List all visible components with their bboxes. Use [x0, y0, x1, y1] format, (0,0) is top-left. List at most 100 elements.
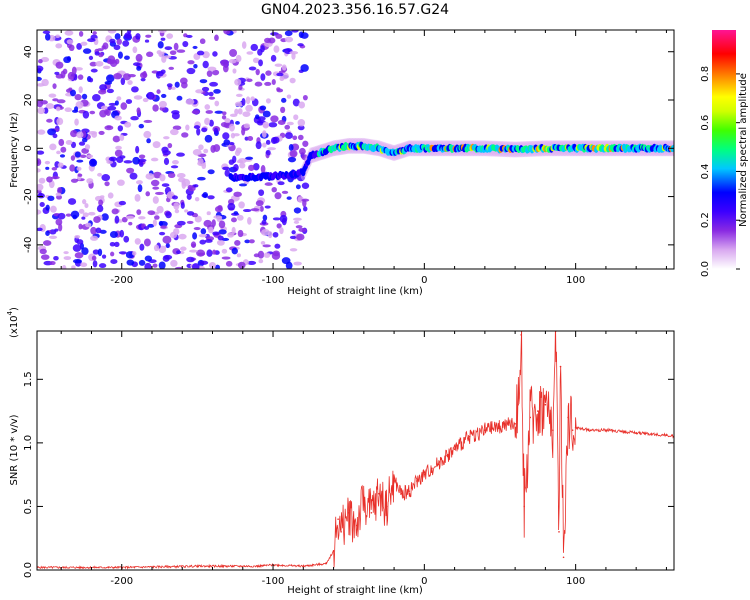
- spectrogram-cell: [120, 77, 126, 86]
- spectrogram-cell: [212, 51, 218, 57]
- spectrogram-cell: [70, 155, 76, 161]
- spectrogram-cell: [92, 94, 101, 102]
- spectrogram-cell: [237, 108, 243, 115]
- spectrogram-cell: [117, 179, 125, 186]
- spectrogram-cell: [208, 119, 214, 127]
- spectrogram-cell: [171, 86, 176, 90]
- spectrogram-cell: [71, 265, 76, 269]
- spectrogram-cell: [201, 127, 208, 133]
- spectrogram-cell: [180, 201, 185, 209]
- spectrogram-cell: [191, 263, 200, 269]
- spectrogram-cell: [206, 211, 211, 216]
- spectrogram-cell: [199, 239, 206, 245]
- spectrogram-cell: [37, 76, 42, 82]
- spectrogram-cell: [114, 115, 122, 121]
- spectrogram-cell: [207, 169, 215, 175]
- spectrogram-cell: [270, 115, 279, 123]
- spectrogram-cell: [166, 33, 174, 39]
- spectrogram-cell: [160, 37, 166, 41]
- spectrogram-cell: [245, 156, 254, 160]
- spectrogram-cell: [291, 30, 299, 33]
- spectrogram-cell: [38, 59, 43, 64]
- spectrogram-cell: [102, 42, 109, 50]
- spectrogram-cell: [245, 104, 253, 112]
- spectrogram-cell: [45, 230, 50, 236]
- spectrogram-cell: [117, 51, 123, 59]
- spectrogram-cell: [134, 238, 141, 245]
- spectrogram-cell: [297, 134, 304, 141]
- spectrogram-cell: [234, 108, 239, 115]
- spectrogram-cell: [122, 40, 130, 47]
- spectrogram-cell: [42, 30, 51, 35]
- spectrogram-cell: [68, 44, 75, 52]
- spectrogram-cell: [271, 187, 277, 193]
- spectrogram-cell: [255, 114, 260, 120]
- spectrogram-cell: [196, 50, 205, 56]
- spectrogram-cell: [232, 68, 237, 74]
- spectrogram-cell: [109, 38, 116, 44]
- spectrogram-cell: [214, 34, 219, 42]
- spectrogram-cell: [99, 84, 108, 91]
- snr-xtick-label: 0: [421, 576, 427, 587]
- spectrogram-cell: [74, 94, 82, 101]
- spectrogram-cell: [288, 144, 294, 151]
- spectrogram-cell: [231, 226, 236, 235]
- spectrogram-cell: [163, 55, 172, 59]
- spectrogram-cell: [114, 241, 120, 248]
- spectrogram-cell: [289, 51, 299, 55]
- spectrogram-cell: [214, 206, 223, 213]
- spectrogram-cell: [259, 105, 267, 111]
- spectrogram-cell: [166, 83, 173, 88]
- spectrogram-cell: [272, 250, 280, 257]
- spectrogram-cell: [80, 262, 88, 268]
- spectrogram-cell: [150, 157, 159, 162]
- spectrogram-cell: [37, 158, 42, 166]
- spectrogram-cell: [267, 147, 277, 151]
- spectrogram-cell: [120, 102, 128, 110]
- colorbar: 0.0 0.2 0.4 0.6 0.8 Normalized spectral ampl…: [700, 30, 749, 277]
- spectrogram-cell: [146, 91, 155, 100]
- spectrogram-cell: [81, 247, 89, 255]
- spectrogram-cell: [132, 46, 138, 54]
- spectrogram-cell: [176, 250, 181, 255]
- spectrogram-cell: [52, 83, 57, 89]
- spectrogram-cell: [231, 247, 238, 255]
- spectrogram-cell: [246, 78, 253, 83]
- spectrogram-cell: [64, 30, 74, 36]
- spectrogram-cell: [245, 96, 251, 105]
- spectrogram-cell: [143, 130, 152, 139]
- spectrogram-cell: [127, 30, 132, 35]
- spectrogram-cell: [235, 93, 243, 98]
- snr-series-line: [37, 331, 674, 570]
- spectrogram-cell: [238, 201, 245, 209]
- spectrogram-cell: [92, 31, 97, 35]
- spectrogram-cell: [262, 110, 271, 118]
- snr-axes: -200 -100 0 100 0.0 0.5 1.0 1.5: [23, 331, 674, 587]
- spectrogram-cell: [78, 208, 85, 214]
- spectrogram-cell: [265, 70, 272, 76]
- snr-xtick-label: -100: [262, 576, 285, 587]
- spectrogram-cell: [217, 235, 224, 241]
- spectrogram-cell: [193, 125, 201, 129]
- spectrogram-cell: [76, 131, 84, 139]
- spectrogram-cell: [90, 226, 97, 235]
- spectrogram-cell: [82, 199, 87, 205]
- spectrogram-cell: [243, 123, 250, 129]
- spectrogram-cell: [152, 104, 159, 112]
- spectrogram-cell: [271, 79, 276, 86]
- spectrogram-cell: [78, 31, 84, 37]
- spectrogram-cell: [173, 42, 179, 51]
- spectrogram-cell: [164, 46, 173, 51]
- spectrogram-cell: [178, 177, 186, 183]
- spectrogram-cell: [213, 215, 223, 219]
- spectrogram-cell: [194, 196, 200, 202]
- spectrogram-cell: [98, 199, 104, 206]
- spectrogram-cell: [255, 141, 262, 150]
- spectrogram-cell: [70, 178, 79, 183]
- spectrogram-cell: [189, 249, 198, 253]
- spectrogram-cell: [254, 81, 263, 87]
- spectrogram-cell: [171, 195, 178, 200]
- spectrogram-cell: [38, 177, 46, 184]
- spectrogram-cell: [152, 219, 157, 227]
- spectrogram-cell: [81, 93, 88, 100]
